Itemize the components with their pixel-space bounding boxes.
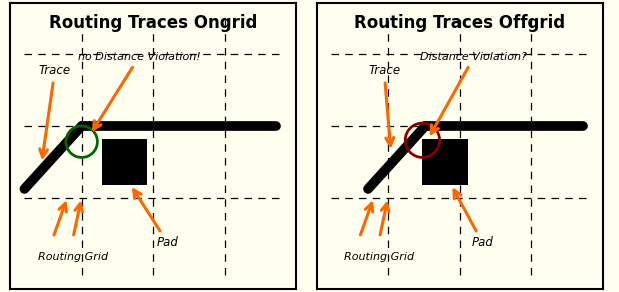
Text: Trace: Trace <box>368 65 400 145</box>
Text: Trace: Trace <box>39 65 71 157</box>
Text: Pad: Pad <box>454 190 493 249</box>
Bar <box>422 139 468 185</box>
Text: Routing Traces Ongrid: Routing Traces Ongrid <box>49 14 258 32</box>
Text: Pad: Pad <box>134 190 178 249</box>
Text: Distance Violation?: Distance Violation? <box>420 52 527 133</box>
Text: Routing Grid: Routing Grid <box>38 253 108 263</box>
Bar <box>102 139 147 185</box>
Text: no Distance Violation!: no Distance Violation! <box>77 52 201 129</box>
Text: Routing Traces Offgrid: Routing Traces Offgrid <box>354 14 565 32</box>
Text: Routing Grid: Routing Grid <box>344 253 415 263</box>
